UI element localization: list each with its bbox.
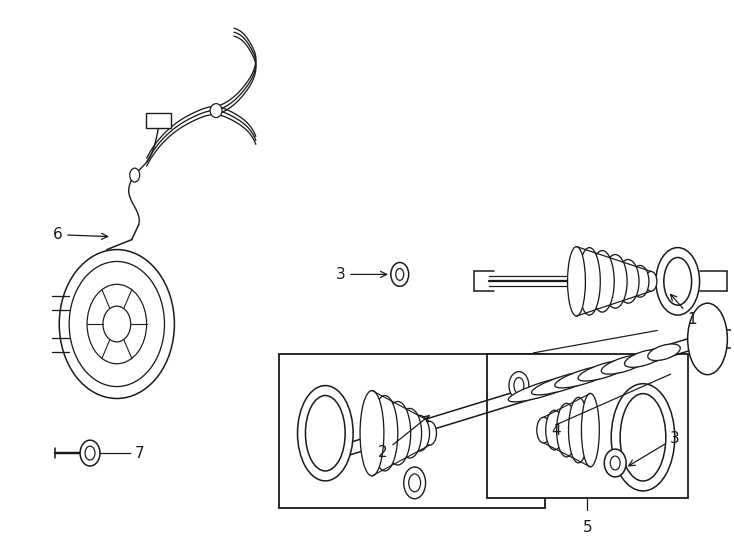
Ellipse shape: [396, 268, 404, 280]
Bar: [145, 112, 172, 129]
Bar: [279, 354, 545, 508]
Ellipse shape: [656, 247, 700, 315]
Text: 3: 3: [629, 431, 680, 466]
Ellipse shape: [664, 258, 691, 305]
Ellipse shape: [620, 394, 666, 481]
Ellipse shape: [567, 247, 586, 316]
Ellipse shape: [537, 417, 550, 443]
Ellipse shape: [578, 360, 631, 381]
Ellipse shape: [80, 440, 100, 466]
Ellipse shape: [385, 401, 411, 465]
Ellipse shape: [398, 408, 421, 458]
Text: 4: 4: [552, 423, 562, 438]
Ellipse shape: [85, 446, 95, 460]
Ellipse shape: [59, 249, 175, 399]
Text: 3: 3: [335, 267, 387, 282]
Ellipse shape: [409, 474, 421, 492]
Ellipse shape: [611, 384, 675, 491]
Ellipse shape: [631, 266, 649, 297]
Ellipse shape: [404, 467, 426, 499]
Ellipse shape: [390, 262, 409, 286]
Ellipse shape: [531, 371, 597, 395]
Ellipse shape: [297, 386, 353, 481]
Ellipse shape: [625, 349, 664, 367]
Ellipse shape: [372, 395, 398, 471]
Ellipse shape: [581, 393, 599, 467]
Ellipse shape: [410, 415, 429, 451]
Ellipse shape: [604, 449, 626, 477]
Text: 1: 1: [671, 294, 697, 327]
Text: 2: 2: [378, 416, 429, 460]
Ellipse shape: [601, 355, 647, 374]
Ellipse shape: [556, 403, 576, 457]
Ellipse shape: [617, 260, 639, 303]
Ellipse shape: [69, 261, 164, 387]
Ellipse shape: [555, 366, 614, 388]
Bar: [487, 354, 688, 498]
Ellipse shape: [610, 456, 620, 470]
Text: 5: 5: [583, 519, 592, 535]
Ellipse shape: [103, 306, 131, 342]
Ellipse shape: [87, 285, 147, 364]
Ellipse shape: [688, 303, 727, 375]
Text: 6: 6: [52, 227, 108, 242]
Ellipse shape: [423, 421, 437, 445]
Ellipse shape: [360, 390, 384, 476]
Ellipse shape: [509, 376, 581, 402]
Text: 7: 7: [135, 446, 145, 461]
Ellipse shape: [305, 395, 345, 471]
Ellipse shape: [578, 247, 600, 315]
Ellipse shape: [648, 344, 680, 361]
Ellipse shape: [130, 168, 139, 182]
Ellipse shape: [210, 104, 222, 118]
Ellipse shape: [545, 410, 564, 450]
Ellipse shape: [590, 251, 614, 312]
Ellipse shape: [514, 377, 524, 394]
Ellipse shape: [509, 372, 528, 400]
Ellipse shape: [603, 254, 627, 308]
Ellipse shape: [645, 272, 657, 291]
Ellipse shape: [569, 397, 589, 463]
